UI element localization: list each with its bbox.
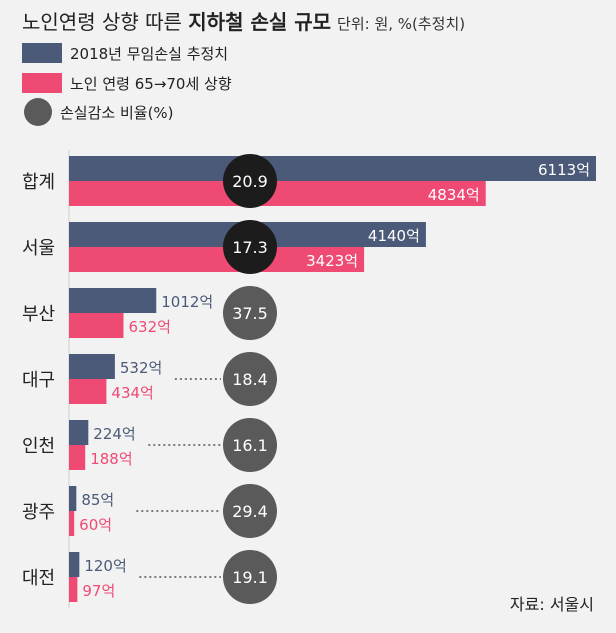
bar-after-label-4: 188억 [90, 450, 132, 468]
rate-circle-4 [223, 418, 277, 472]
rate-label-3: 18.4 [232, 370, 268, 389]
legend-item-rate: 손실감소 비율(%) [22, 98, 174, 126]
bar-after-3 [69, 379, 107, 404]
legend-label-loss: 2018년 무임손실 추정치 [70, 44, 229, 63]
bar-after-1 [69, 247, 365, 272]
bar-after-label-6: 97억 [82, 582, 115, 600]
rate-label-4: 16.1 [232, 436, 268, 455]
rate-label-2: 37.5 [232, 304, 268, 323]
category-label-0: 합계 [22, 172, 55, 193]
rate-circle-3 [223, 352, 277, 406]
rate-label-6: 19.1 [232, 568, 268, 587]
legend-item-loss: 2018년 무임손실 추정치 [22, 42, 228, 64]
chart-title: 노인연령 상향 따른 지하철 손실 규모 단위: 원, %(추정치) [22, 6, 465, 35]
bar-after-6 [69, 577, 78, 602]
rate-circle-5 [223, 484, 277, 538]
category-label-4: 인천 [22, 436, 55, 457]
bar-after-label-5: 60억 [79, 516, 112, 534]
bar-loss-2 [69, 288, 157, 313]
bar-loss-label-5: 85억 [81, 491, 114, 509]
category-label-2: 부산 [22, 304, 55, 325]
bar-loss-6 [69, 552, 80, 577]
legend-dot-rate [24, 98, 52, 126]
legend-label-after: 노인 연령 65→70세 상향 [70, 74, 232, 93]
bar-after-0 [69, 181, 486, 206]
bar-loss-label-3: 532억 [120, 359, 162, 377]
legend-label-rate: 손실감소 비율(%) [60, 103, 174, 122]
bar-after-label-1: 3423억 [306, 252, 358, 270]
bar-after-label-2: 632억 [128, 318, 170, 336]
bar-loss-5 [69, 486, 77, 511]
category-label-3: 대구 [22, 370, 55, 391]
bar-loss-label-4: 224억 [93, 425, 135, 443]
category-label-1: 서울 [22, 238, 55, 259]
bar-loss-label-1: 4140억 [368, 227, 420, 245]
rate-circle-0 [223, 154, 277, 208]
bar-loss-label-2: 1012억 [161, 293, 213, 311]
bar-after-label-3: 434억 [111, 384, 153, 402]
bar-loss-label-6: 120억 [84, 557, 126, 575]
rate-label-5: 29.4 [232, 502, 268, 521]
bar-loss-0 [69, 156, 596, 181]
legend-swatch-after [22, 73, 62, 93]
rate-label-1: 17.3 [232, 238, 268, 257]
rate-circle-6 [223, 550, 277, 604]
rate-label-0: 20.9 [232, 172, 268, 191]
title-part-b: 지하철 손실 규모 [188, 10, 332, 34]
category-label-5: 광주 [22, 502, 55, 523]
title-part-a: 노인연령 상향 따른 [22, 10, 189, 34]
category-label-6: 대전 [22, 568, 55, 589]
bar-loss-3 [69, 354, 115, 379]
bar-after-2 [69, 313, 124, 338]
bar-after-5 [69, 511, 75, 536]
rate-circle-1 [223, 220, 277, 274]
legend-swatch-loss [22, 43, 62, 63]
bar-after-4 [69, 445, 86, 470]
source-note: 자료: 서울시 [509, 595, 594, 614]
rate-circle-2 [223, 286, 277, 340]
legend-item-after: 노인 연령 65→70세 상향 [22, 72, 232, 94]
bar-loss-label-0: 6113억 [538, 161, 590, 179]
bar-loss-4 [69, 420, 89, 445]
unit-note: 단위: 원, %(추정치) [337, 15, 466, 33]
bar-after-label-0: 4834억 [428, 186, 480, 204]
